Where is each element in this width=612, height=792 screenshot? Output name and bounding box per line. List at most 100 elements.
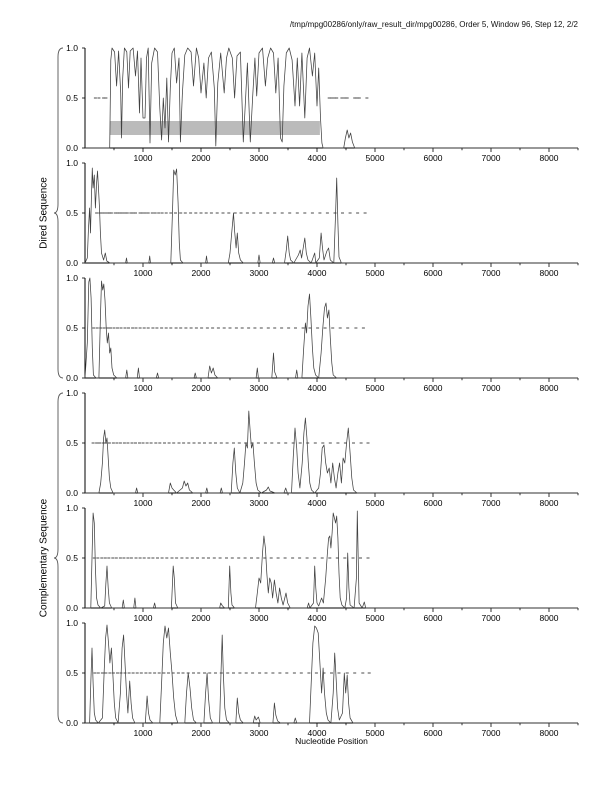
- codon-mark: [226, 672, 230, 674]
- codon-mark: [266, 212, 270, 214]
- codon-mark: [144, 672, 148, 674]
- codon-mark: [270, 442, 274, 444]
- codon-mark: [104, 97, 108, 99]
- codon-mark: [258, 672, 262, 674]
- codon-mark: [294, 327, 297, 329]
- codon-mark: [227, 212, 231, 214]
- codon-mark: [307, 672, 311, 674]
- codon-mark: [346, 327, 350, 329]
- codon-mark: [230, 557, 234, 559]
- codon-mark: [126, 442, 130, 444]
- codon-mark: [330, 672, 333, 674]
- codon-mark: [106, 212, 110, 214]
- codon-mark: [283, 557, 287, 559]
- codon-mark: [333, 212, 337, 214]
- codon-mark: [287, 327, 291, 329]
- codon-mark: [264, 672, 268, 674]
- codon-mark: [143, 212, 147, 214]
- codon-mark: [138, 327, 142, 329]
- x-tick-label: 5000: [366, 268, 385, 278]
- codon-mark: [169, 327, 173, 329]
- codon-mark: [314, 672, 318, 674]
- x-tick-label: 2000: [192, 498, 211, 508]
- codon-mark: [238, 672, 242, 674]
- panel-complementary-frame-1: 0.0 0.5 1.0 1000 2000 3000 4000 5000 6000 7000 800…: [66, 388, 579, 508]
- y-tick-label: 1.0: [66, 158, 78, 168]
- codon-mark: [192, 442, 196, 444]
- codon-mark: [104, 672, 108, 674]
- codon-mark: [183, 212, 187, 214]
- codon-mark: [222, 327, 226, 329]
- codon-mark: [215, 212, 219, 214]
- codon-mark: [138, 557, 142, 559]
- codon-mark: [131, 212, 135, 214]
- codon-mark: [335, 97, 339, 99]
- codon-mark: [203, 672, 206, 674]
- codon-mark: [123, 327, 127, 329]
- codon-mark: [269, 557, 273, 559]
- y-tick-label: 1.0: [66, 43, 78, 53]
- codon-mark: [361, 327, 365, 329]
- codon-mark: [209, 212, 213, 214]
- coding-probability-curve: [85, 410, 578, 494]
- x-tick-label: 7000: [482, 728, 501, 738]
- codon-mark: [245, 212, 249, 214]
- codon-mark: [93, 672, 97, 674]
- codon-mark: [320, 557, 324, 559]
- codon-mark: [263, 557, 267, 559]
- coding-probability-curve: [85, 47, 578, 149]
- codon-mark: [354, 327, 358, 329]
- codon-mark: [208, 672, 212, 674]
- codon-mark: [343, 557, 347, 559]
- x-tick-label: 5000: [366, 498, 385, 508]
- codon-mark: [160, 212, 164, 214]
- codon-mark: [359, 557, 362, 559]
- x-tick-label: 4000: [308, 613, 327, 623]
- codon-mark: [199, 212, 203, 214]
- codon-mark: [122, 557, 126, 559]
- codon-mark: [146, 327, 150, 329]
- codon-mark: [337, 672, 341, 674]
- panel-complementary-frame-3: 0.0 0.5 1.0 1000 2000 3000 4000 5000 6000 7000 800…: [66, 618, 579, 738]
- y-tick-label: 0.5: [66, 323, 78, 333]
- x-tick-label: 2000: [192, 153, 211, 163]
- codon-mark: [200, 327, 204, 329]
- codon-mark: [116, 327, 119, 329]
- codon-mark: [318, 212, 322, 214]
- codon-mark: [259, 327, 263, 329]
- x-tick-label: 8000: [540, 383, 559, 393]
- codon-mark: [244, 672, 248, 674]
- codon-mark: [357, 97, 361, 99]
- codon-mark: [109, 212, 113, 214]
- x-tick-label: 8000: [540, 153, 559, 163]
- codon-mark: [102, 97, 106, 99]
- codon-mark: [92, 557, 96, 559]
- sequence-group-brace: [53, 47, 64, 379]
- codon-mark: [142, 327, 146, 329]
- codon-mark: [95, 442, 99, 444]
- codon-mark: [365, 97, 369, 99]
- codon-mark: [129, 557, 133, 559]
- codon-mark: [99, 327, 103, 329]
- codon-mark: [256, 442, 260, 444]
- codon-mark: [266, 327, 270, 329]
- codon-mark: [116, 212, 119, 214]
- codon-mark: [356, 212, 360, 214]
- codon-mark: [208, 442, 212, 444]
- codon-mark: [203, 442, 206, 444]
- codon-mark: [164, 212, 168, 214]
- codon-mark: [97, 97, 101, 99]
- codon-mark: [122, 442, 126, 444]
- codon-mark: [221, 212, 225, 214]
- codon-mark: [153, 672, 157, 674]
- x-tick-label: 5000: [366, 383, 385, 393]
- codon-mark: [298, 557, 302, 559]
- codon-mark: [153, 212, 157, 214]
- codon-mark: [325, 212, 329, 214]
- codon-mark: [252, 212, 256, 214]
- codon-mark: [207, 557, 210, 559]
- codon-mark: [115, 442, 119, 444]
- x-tick-label: 7000: [482, 383, 501, 393]
- y-tick-label: 0.0: [66, 603, 78, 613]
- panel-direct-frame-1: 0.0 0.5 1.0 1000 2000 3000 4000 5000 6000 7000 800…: [66, 43, 579, 163]
